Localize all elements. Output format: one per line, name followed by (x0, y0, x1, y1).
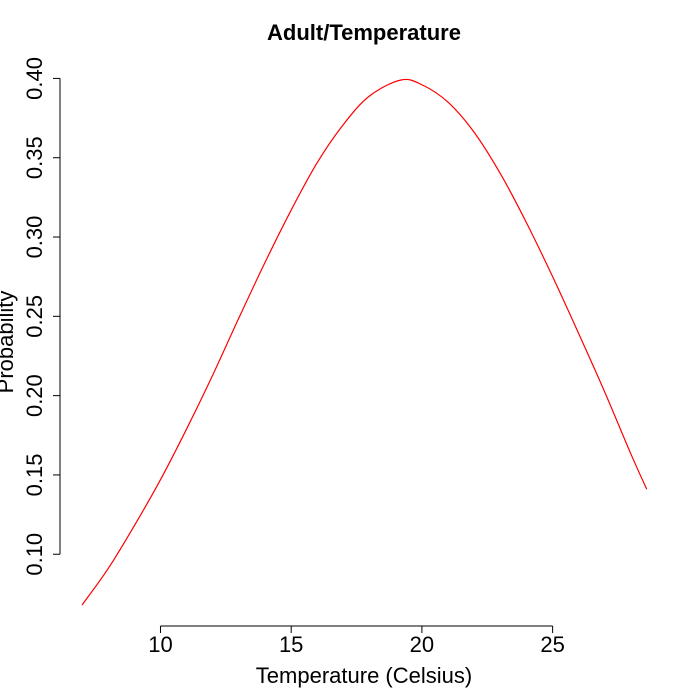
x-tick-label: 20 (410, 632, 434, 657)
y-tick-label: 0.10 (22, 533, 47, 576)
x-tick-label: 10 (148, 632, 172, 657)
y-axis: 0.10 0.15 0.20 0.25 0.30 0.35 0.40 (22, 57, 61, 576)
y-tick-label: 0.40 (22, 57, 47, 100)
y-axis-label: Probability (0, 291, 18, 394)
x-tick-label: 15 (279, 632, 303, 657)
chart-title: Adult/Temperature (267, 20, 461, 45)
y-tick-label: 0.25 (22, 295, 47, 338)
series-line (81, 78, 648, 606)
x-axis-label: Temperature (Celsius) (256, 663, 472, 688)
x-axis: 10 15 20 25 (148, 625, 565, 657)
y-tick-label: 0.35 (22, 136, 47, 179)
y-tick-label: 0.30 (22, 216, 47, 259)
x-tick-label: 25 (540, 632, 564, 657)
plot-area (81, 78, 648, 606)
y-tick-label: 0.15 (22, 454, 47, 497)
y-tick-label: 0.20 (22, 374, 47, 417)
